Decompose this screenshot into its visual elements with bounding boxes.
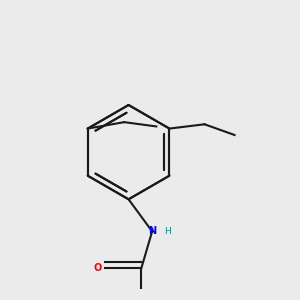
Text: O: O [93,263,101,273]
Text: H: H [164,227,170,236]
Text: N: N [148,226,156,236]
